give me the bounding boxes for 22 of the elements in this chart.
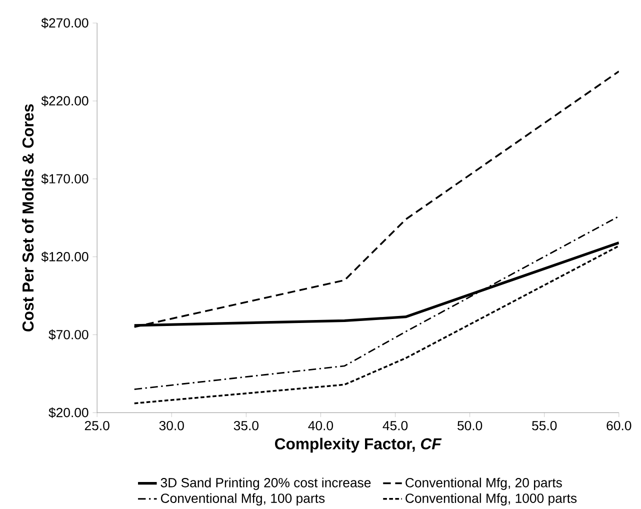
line-series [134,216,619,390]
y-axis-title: Cost Per Set of Molds & Cores [22,104,34,332]
x-axis-title: Complexity Factor, CF [275,438,442,453]
legend-label: 3D Sand Printing 20% cost increase [160,478,371,490]
x-tick-label: 40.0 [308,421,334,430]
x-tick-label: 35.0 [234,421,258,430]
x-tick-label: 60.0 [606,421,632,430]
y-tick-label: $20.00 [48,407,88,418]
x-tick-label: 50.0 [458,421,482,430]
legend-label: Conventional Mfg, 1000 parts [406,493,577,506]
y-tick-label: $270.00 [41,18,88,28]
y-tick-label: $220.00 [41,96,88,106]
y-tick-label: $70.00 [48,329,88,340]
legend-label: Conventional Mfg, 20 parts [406,478,562,490]
y-tick-label: $120.00 [41,252,88,262]
x-tick-label: 25.0 [84,421,110,430]
legend-label: Conventional Mfg, 100 parts [160,493,325,506]
x-tick-label: 30.0 [159,421,184,430]
x-tick-label: 55.0 [532,421,557,430]
x-tick-label: 45.0 [382,421,408,430]
y-tick-label: $170.00 [41,174,88,184]
line-series [133,245,619,404]
